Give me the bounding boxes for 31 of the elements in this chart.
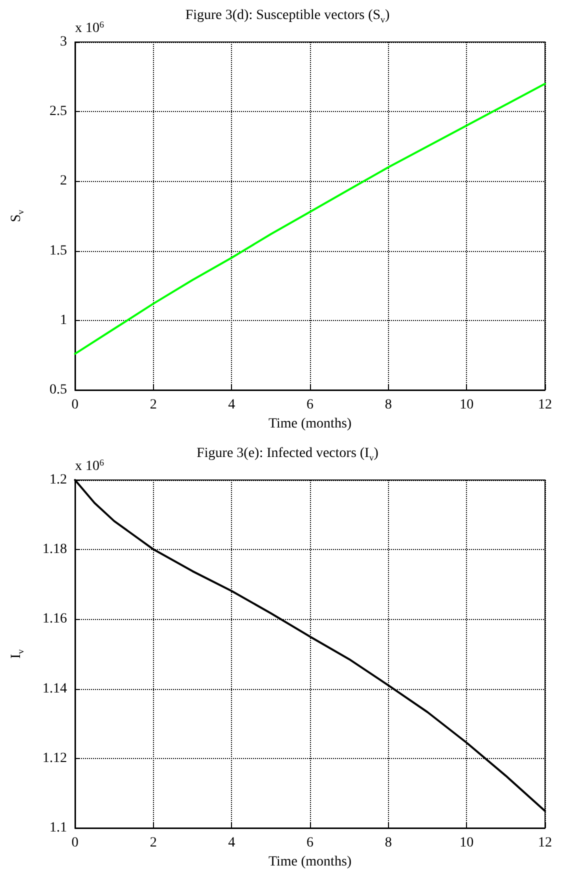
- x-tick-label: 4: [228, 398, 236, 412]
- x-tick-label: 10: [460, 398, 474, 412]
- y-axis-title: Sv: [9, 209, 26, 222]
- y-tick-label: 2.5: [50, 104, 67, 120]
- y-tick-label: 0.5: [50, 382, 67, 398]
- x-tick-label: 4: [228, 836, 236, 850]
- x-axis-title: Time (months): [268, 416, 352, 432]
- x-tick-label: 0: [72, 836, 78, 850]
- x-tick-label: 2: [150, 398, 157, 412]
- y-tick-label: 1.12: [42, 750, 67, 766]
- y-tick-label: 2: [60, 174, 67, 189]
- x-tick-label: 0: [72, 398, 78, 412]
- x-tick-label: 8: [384, 398, 392, 412]
- y-tick-label: 1.5: [50, 243, 67, 258]
- x-tick-label: 2: [150, 836, 157, 850]
- x-tick-label: 6: [306, 836, 314, 850]
- y-tick-label: 1.16: [42, 612, 67, 627]
- x-tick-label: 12: [538, 398, 552, 412]
- y-axis-title: Iv: [9, 648, 26, 659]
- line-series: [74, 82, 546, 355]
- y-tick-label: 3: [60, 34, 67, 50]
- y-tick-label: 1.2: [50, 472, 67, 488]
- x-tick-label: 6: [306, 398, 314, 412]
- y-tick-label: 1.14: [42, 681, 67, 696]
- y-tick-label: 1: [60, 312, 67, 328]
- x-axis-title: Time (months): [268, 854, 352, 870]
- y-tick-label: 1.1: [50, 820, 67, 836]
- x-tick-label: 8: [384, 836, 392, 850]
- y-tick-label: 1.18: [42, 542, 67, 558]
- x-tick-label: 10: [460, 836, 474, 850]
- x-tick-label: 12: [538, 836, 552, 850]
